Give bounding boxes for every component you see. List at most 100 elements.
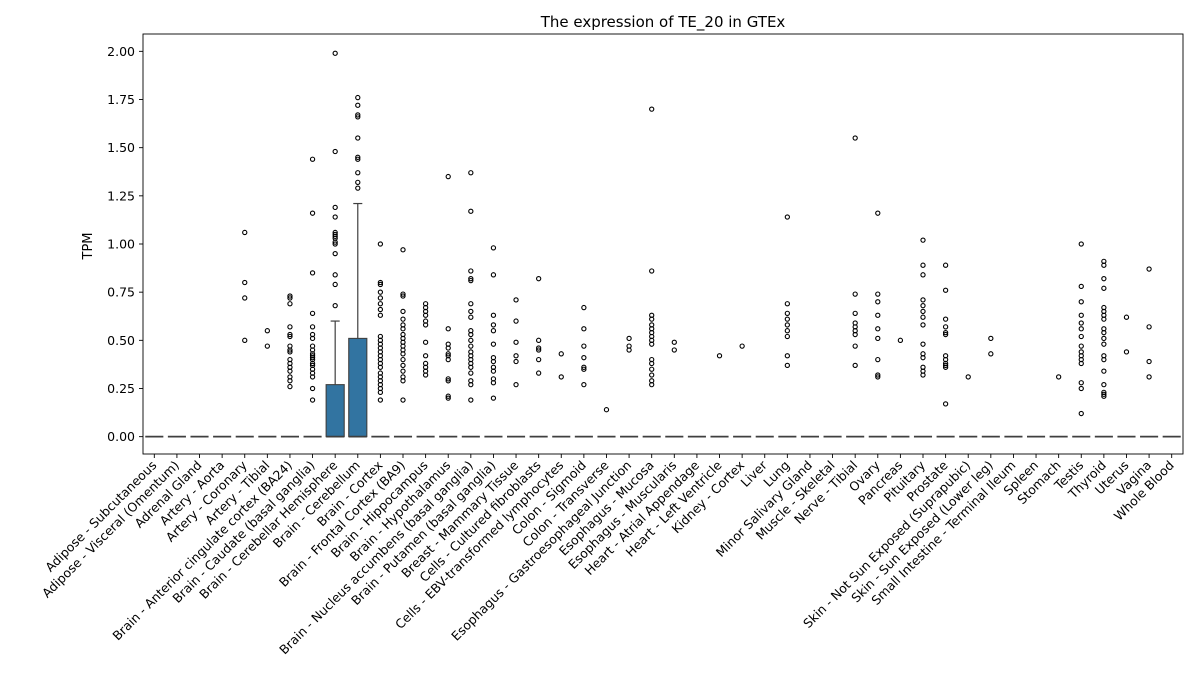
y-tick-label: 0.00 — [107, 429, 135, 444]
box-flier — [468, 277, 474, 284]
box-flier — [287, 293, 293, 299]
box-flier — [309, 270, 316, 276]
box-flier — [1123, 349, 1130, 355]
box-flier — [920, 303, 926, 309]
box-flier — [942, 324, 949, 330]
box-flier — [490, 380, 497, 386]
box-flier — [445, 345, 451, 351]
box-flier — [355, 135, 361, 141]
box-flier — [513, 297, 519, 303]
box-flier — [1101, 393, 1107, 399]
box-flier — [400, 368, 406, 374]
box-flier — [1101, 341, 1107, 347]
box-flier — [988, 335, 994, 342]
box-flier — [490, 322, 497, 328]
box-flier — [784, 310, 790, 317]
box-flier — [1078, 312, 1084, 318]
box-flier — [490, 245, 497, 251]
box-flier — [309, 374, 316, 380]
box-flier — [468, 364, 474, 370]
box-flier — [626, 335, 632, 342]
box-flier — [332, 281, 338, 288]
box-flier — [468, 343, 474, 349]
box-flier — [377, 312, 384, 318]
box-flier — [445, 395, 451, 401]
box-flier — [784, 362, 790, 369]
box-flier — [852, 343, 858, 349]
box-flier — [942, 331, 949, 338]
box-flier — [242, 295, 248, 301]
box-flier — [355, 156, 361, 162]
box-flier — [784, 333, 790, 340]
box-flier — [445, 378, 451, 384]
box-flier — [671, 347, 677, 353]
box-flier — [1146, 374, 1152, 380]
box-flier — [264, 343, 270, 349]
box-flier — [1101, 262, 1107, 268]
box-flier — [287, 347, 293, 353]
box-flier — [355, 112, 361, 118]
box-flier — [1078, 320, 1084, 326]
box-flier — [581, 355, 587, 361]
box-flier — [920, 262, 926, 268]
box-flier — [242, 279, 248, 286]
box-flier — [445, 351, 451, 357]
box-flier — [355, 179, 361, 185]
box-flier — [332, 272, 338, 278]
box-flier — [490, 328, 497, 334]
box-flier — [1101, 285, 1107, 291]
box-flier — [536, 276, 542, 282]
box-flier — [355, 185, 361, 191]
box-flier — [1101, 316, 1107, 322]
box-flier — [468, 276, 474, 282]
box-flier — [468, 337, 474, 343]
box-flier — [490, 312, 497, 318]
box-flier — [355, 114, 361, 120]
box-flier — [536, 370, 542, 376]
box-flier — [332, 214, 338, 220]
box-flier — [581, 326, 587, 332]
box-flier — [942, 401, 949, 407]
box-flier — [1078, 333, 1084, 340]
box-flier — [287, 368, 293, 374]
box-flier — [649, 341, 655, 347]
plot-frame — [142, 33, 1184, 455]
box-flier — [852, 331, 858, 338]
box-flier — [422, 322, 429, 328]
box-flier — [468, 308, 474, 315]
box-flier — [264, 328, 270, 334]
plot-area — [145, 50, 1181, 438]
box-flier — [468, 268, 474, 274]
box-flier — [400, 378, 406, 384]
box-flier — [400, 293, 406, 299]
box-flier — [581, 343, 587, 349]
box-flier — [355, 102, 361, 108]
box-flier — [287, 324, 293, 330]
box-flier — [1078, 326, 1084, 332]
box-flier — [468, 331, 474, 338]
box-flier — [784, 214, 790, 220]
box-flier — [1101, 356, 1107, 363]
box-flier — [377, 295, 384, 301]
box-flier — [400, 308, 406, 315]
box-flier — [852, 291, 858, 297]
box-flier — [490, 395, 497, 401]
box-flier — [332, 239, 338, 245]
box-flier — [1146, 324, 1152, 330]
box-flier — [400, 362, 406, 369]
box-flier — [1056, 374, 1062, 380]
y-tick-label: 0.50 — [107, 333, 135, 348]
box-flier — [422, 372, 429, 378]
box-flier — [1101, 276, 1107, 282]
box-flier — [468, 208, 474, 214]
box-flier — [1078, 299, 1084, 305]
box-flier — [513, 353, 519, 359]
box-flier — [445, 376, 451, 382]
box-flier — [942, 364, 949, 370]
box-flier — [355, 94, 361, 101]
box-flier — [332, 233, 338, 239]
box-flier — [490, 341, 497, 347]
box-flier — [309, 397, 316, 403]
y-axis-label: TPM — [81, 233, 96, 261]
box-flier — [920, 322, 926, 328]
